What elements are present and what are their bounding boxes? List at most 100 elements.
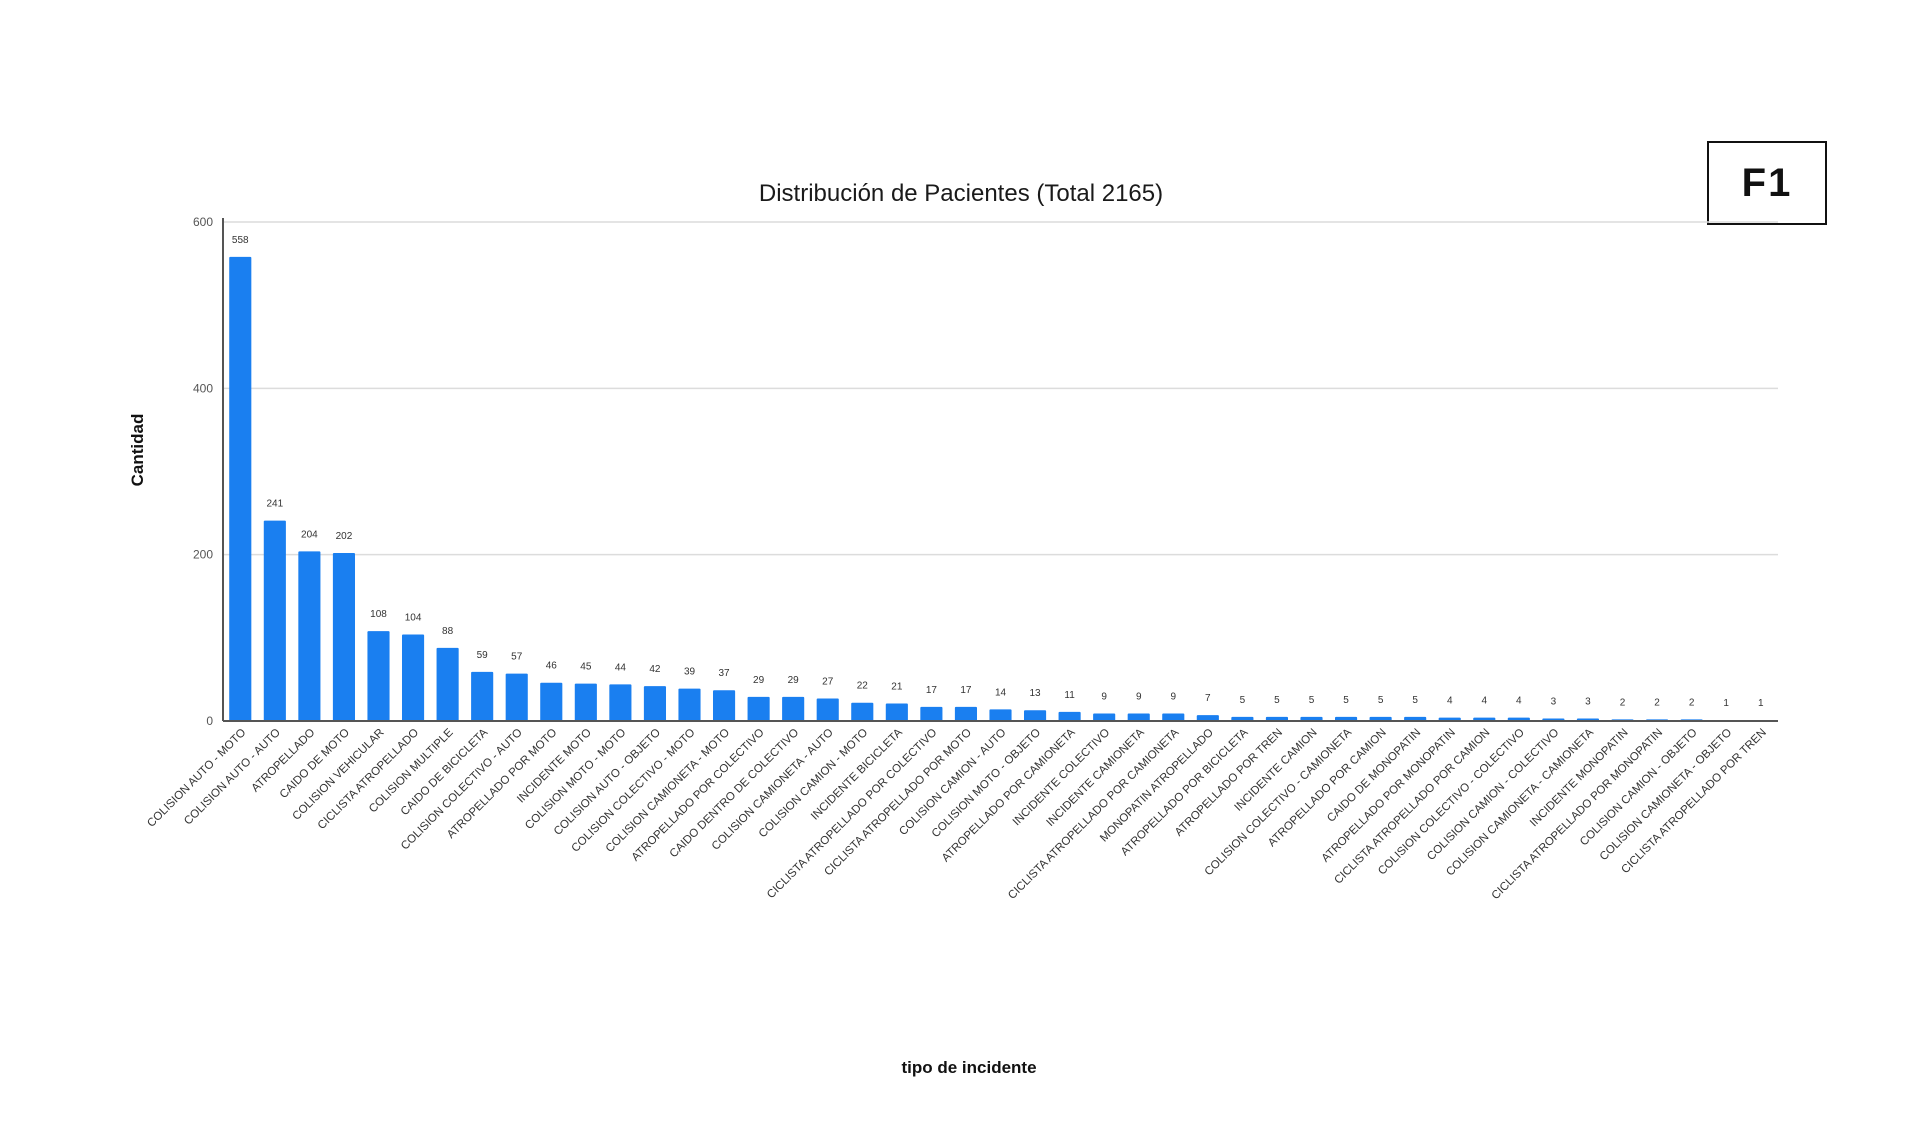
bar [471, 671, 494, 721]
bar [1231, 716, 1254, 721]
y-tick-label: 600 [193, 215, 213, 229]
bar-value-label: 4 [1447, 696, 1453, 707]
y-tick-label: 200 [193, 548, 213, 562]
bar-value-label: 59 [477, 650, 489, 661]
bar [782, 696, 805, 721]
bar-value-label: 27 [822, 677, 834, 688]
bar-value-label: 22 [857, 681, 869, 692]
bar-value-label: 3 [1585, 697, 1591, 708]
bar [229, 256, 252, 721]
bar [332, 553, 356, 721]
bar-value-label: 17 [926, 685, 938, 696]
bar [1023, 710, 1047, 721]
bar-value-label: 204 [301, 529, 318, 540]
bar [401, 634, 425, 721]
bar-value-label: 17 [960, 685, 972, 696]
bar-value-label: 9 [1136, 692, 1142, 703]
bar [1058, 711, 1081, 721]
x-tick-label: COLISION COLECTIVO - MOTO [570, 727, 698, 855]
bar-value-label: 88 [442, 626, 454, 637]
bar-value-label: 5 [1343, 695, 1349, 706]
x-tick-label: COLISION CAMIONETA - MOTO [604, 727, 732, 855]
bar-value-label: 5 [1378, 695, 1384, 706]
bar-value-label: 11 [1064, 690, 1075, 701]
bar-value-label: 29 [788, 675, 800, 686]
gridlines [223, 221, 1778, 556]
bar [298, 551, 321, 721]
bar [885, 703, 908, 721]
bar [1127, 713, 1150, 721]
bar [678, 688, 701, 721]
bar-value-label: 46 [546, 661, 558, 672]
bar [1093, 713, 1116, 721]
bar [1334, 716, 1358, 721]
bar-value-label: 7 [1205, 693, 1211, 704]
bar-value-label: 5 [1274, 695, 1280, 706]
bar-value-label: 1 [1723, 698, 1729, 709]
bar-value-label: 104 [405, 613, 422, 624]
bar [609, 684, 632, 721]
bar-value-label: 13 [1029, 688, 1041, 699]
bar-value-label: 241 [266, 499, 283, 510]
x-axis-title-wrap: tipo de incidente [0, 1058, 1920, 1078]
bar [851, 702, 874, 721]
bar [1300, 716, 1323, 721]
bar-value-label: 2 [1654, 697, 1660, 708]
bar-value-label: 4 [1481, 696, 1487, 707]
bar [989, 709, 1012, 721]
bar-value-label: 4 [1516, 696, 1522, 707]
bar-value-label: 21 [891, 682, 903, 693]
bar-value-label: 5 [1240, 695, 1246, 706]
bar-value-label: 2 [1620, 697, 1626, 708]
y-tick-label: 400 [193, 381, 213, 395]
bar-value-label: 5 [1412, 695, 1418, 706]
bar-value-label: 29 [753, 675, 765, 686]
bar-value-label: 44 [615, 662, 627, 673]
bar-value-label: 42 [649, 664, 661, 675]
bar [1404, 716, 1427, 721]
bar-value-label: 57 [511, 652, 523, 663]
x-tick-label: ATROPELLADO POR BICICLETA [1119, 726, 1251, 858]
bar-value-label: 45 [580, 662, 592, 673]
bar-value-label: 108 [370, 609, 387, 620]
bar [1265, 716, 1289, 721]
y-tick-label: 0 [206, 714, 213, 728]
x-axis-title: tipo de incidente [901, 1058, 1037, 1077]
bar [1196, 715, 1219, 721]
y-axis-ticks: 0 200 400 600 [193, 215, 213, 728]
bar [712, 690, 736, 721]
bar-value-label: 1 [1758, 698, 1764, 709]
bar [643, 686, 667, 721]
bar-value-label: 558 [232, 235, 249, 246]
bar [263, 520, 286, 721]
bar-value-label: 9 [1170, 692, 1176, 703]
axes [222, 218, 1778, 722]
bar-value-label: 9 [1101, 692, 1107, 703]
bar [540, 682, 563, 721]
x-tick-label: CAIDO DENTRO DE COLECTIVO [668, 727, 802, 861]
bar [574, 683, 597, 721]
bar [367, 631, 390, 721]
bar [505, 673, 528, 721]
chart-title: Distribución de Pacientes (Total 2165) [758, 180, 1164, 207]
x-tick-label: ATROPELLADO [250, 727, 318, 795]
bar [747, 696, 770, 721]
bar-value-label: 2 [1689, 697, 1695, 708]
figure-label-badge: F1 [1707, 141, 1827, 225]
bar [436, 647, 459, 721]
bar [1162, 713, 1185, 721]
bar-value-label: 14 [995, 687, 1007, 698]
bar-value-label: 37 [718, 668, 730, 679]
bar-value-label: 5 [1309, 695, 1315, 706]
bar-value-label: 39 [684, 667, 696, 678]
bar [920, 706, 943, 721]
bar-value-label: 202 [336, 531, 353, 542]
bar-value-label: 3 [1551, 697, 1557, 708]
bars [229, 256, 1772, 721]
bar [816, 698, 839, 721]
bar [954, 706, 978, 721]
bar [1369, 716, 1392, 721]
